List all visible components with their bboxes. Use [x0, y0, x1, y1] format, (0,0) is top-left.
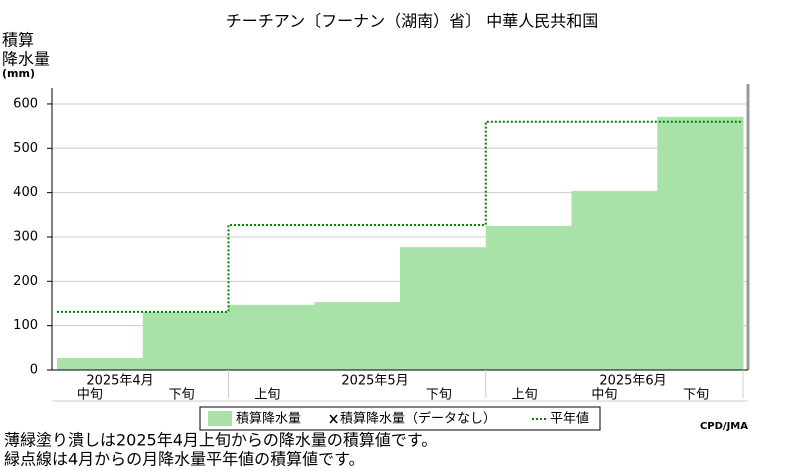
legend-label: 平年値 — [550, 411, 589, 427]
normal-line — [57, 120, 743, 313]
month-label: 2025年6月 — [599, 374, 666, 389]
bar — [571, 190, 658, 370]
x-tick-label: 下旬 — [426, 388, 452, 403]
y-axis-label: (mm) — [2, 67, 35, 80]
bar — [314, 302, 401, 370]
bar — [485, 225, 572, 370]
y-tick-label: 600 — [13, 96, 38, 111]
note: 緑点線は4月からの月降水量平年値の積算値です。 — [4, 450, 365, 469]
month-label: 2025年5月 — [341, 374, 408, 389]
note: 薄緑塗り潰しは2025年4月上旬からの降水量の積算値です。 — [4, 431, 437, 450]
legend-marker — [329, 414, 338, 424]
bar — [142, 311, 229, 370]
x-tick-label: 下旬 — [683, 388, 709, 403]
bar — [400, 247, 487, 370]
x-tick-label: 下旬 — [169, 388, 195, 403]
y-axis-label: 降水量 — [2, 50, 50, 69]
bar — [657, 116, 744, 370]
legend-label: 積算降水量 — [236, 412, 301, 427]
y-tick-label: 400 — [13, 185, 38, 200]
y-axis-label: 積算 — [2, 31, 34, 50]
bar — [228, 304, 315, 370]
x-tick-label: 上旬 — [254, 388, 280, 403]
month-label: 2025年4月 — [86, 374, 153, 389]
x-tick-label: 中旬 — [77, 388, 103, 403]
bar — [57, 358, 144, 370]
credit: CPD/JMA — [700, 421, 748, 432]
y-tick-label: 200 — [13, 274, 38, 289]
x-tick-label: 上旬 — [512, 388, 538, 403]
legend-label: 積算降水量（データなし） — [340, 411, 496, 427]
y-tick-label: 500 — [13, 141, 38, 156]
y-tick-label: 0 — [30, 363, 38, 378]
y-tick-label: 300 — [13, 229, 38, 244]
chart-title: チーチアン〔フーナン（湖南）省〕 中華人民共和国 — [226, 12, 598, 31]
y-tick-label: 100 — [13, 318, 38, 333]
legend-swatch — [208, 411, 232, 426]
legend-box — [199, 406, 601, 431]
x-tick-label: 中旬 — [591, 388, 617, 403]
